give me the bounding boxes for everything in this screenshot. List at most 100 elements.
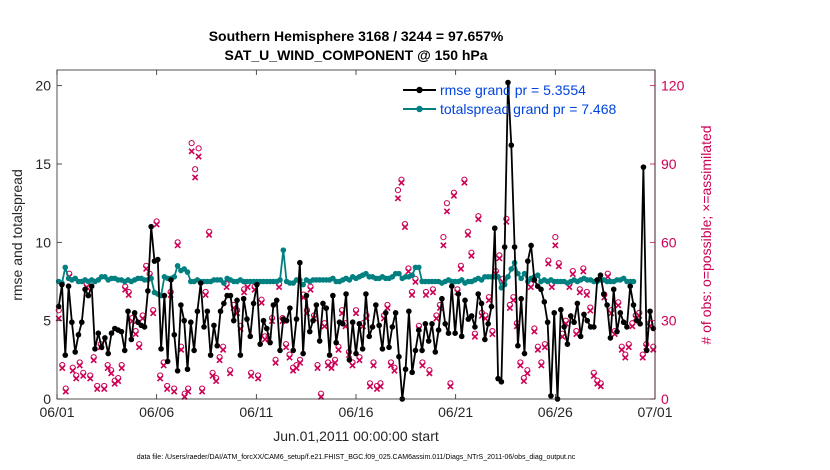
obs-assimilated-point <box>286 354 293 361</box>
rmse-point <box>488 303 495 310</box>
rmse-point <box>178 302 184 308</box>
obs-assimilated-point <box>590 372 597 380</box>
obs-assimilated-point <box>370 362 377 369</box>
rmse-point <box>148 223 154 230</box>
rmse-point <box>349 319 356 326</box>
obs-assimilated-point <box>524 370 531 377</box>
obs-assimilated-point <box>328 364 335 372</box>
rmse-point <box>376 322 382 329</box>
rmse-point <box>435 327 442 333</box>
obs-assimilated-point <box>576 289 583 296</box>
obs-assimilated-point <box>625 344 632 351</box>
rmse-point <box>353 350 359 357</box>
rmse-point <box>515 342 521 349</box>
obs-assimilated-point <box>426 370 433 377</box>
obs-assimilated-point <box>433 315 440 322</box>
rmse-point <box>382 310 389 316</box>
rmse-point <box>154 256 161 263</box>
obs-assimilated-point <box>156 375 164 382</box>
rmse-point <box>297 259 303 266</box>
obs-assimilated-point <box>447 383 454 390</box>
obs-assimilated-point <box>440 242 447 249</box>
obs-assimilated-point <box>188 148 195 155</box>
rmse-point <box>316 338 323 344</box>
rmse-point <box>270 302 277 308</box>
rmse-point <box>244 316 250 322</box>
rmse-point <box>577 333 584 340</box>
legend: rmse grand pr = 5.3554 totalspread grand… <box>403 82 617 117</box>
rmse-point <box>425 338 432 344</box>
x-axis-label: Jun.01,2011 00:00:00 start <box>273 428 439 444</box>
obs-assimilated-point <box>122 286 129 293</box>
rmse-point <box>600 291 607 297</box>
obs-assimilated-point <box>240 289 248 296</box>
rmse-point <box>207 352 214 358</box>
rmse-point <box>604 302 610 308</box>
obs-assimilated-point <box>429 289 437 296</box>
obs-assimilated-point <box>282 344 290 351</box>
obs-assimilated-point <box>541 344 549 351</box>
y-tick-label-left: 15 <box>35 156 51 172</box>
rmse-point <box>323 305 330 311</box>
obs-assimilated-point <box>461 179 468 186</box>
obs-assimilated-point <box>489 330 496 338</box>
rmse-point <box>472 324 478 330</box>
rmse-point <box>607 335 614 341</box>
y-tick-label-left: 10 <box>35 234 51 250</box>
obs-assimilated-point <box>618 346 625 353</box>
rmse-point <box>121 347 128 354</box>
obs-assimilated-point <box>205 231 213 239</box>
rmse-point <box>482 336 488 343</box>
rmse-point <box>263 325 270 332</box>
obs-assimilated-point <box>538 362 545 369</box>
obs-assimilated-point <box>209 372 216 380</box>
legend-rmse-marker <box>416 86 423 94</box>
rmse-point <box>369 324 376 330</box>
rmse-point <box>475 291 482 297</box>
rmse-point <box>65 283 72 290</box>
rmse-point <box>525 258 531 264</box>
rmse-point <box>92 346 98 352</box>
rmse-point <box>125 308 131 315</box>
obs-assimilated-point <box>174 242 181 249</box>
rmse-point <box>267 339 273 346</box>
x-tick-label: 06/26 <box>538 404 573 420</box>
rmse-point <box>158 346 164 352</box>
rmse-point <box>237 352 244 358</box>
obs-assimilated-point <box>622 354 629 361</box>
obs-assimilated-point <box>597 383 604 390</box>
rmse-point <box>78 319 85 326</box>
rmse-point <box>72 349 78 355</box>
rmse-point <box>300 350 306 357</box>
rmse-point <box>567 313 574 319</box>
rmse-point <box>95 330 102 337</box>
x-tick-label: 06/06 <box>139 404 174 420</box>
rmse-point <box>491 225 498 232</box>
x-tick-label: 06/01 <box>39 404 74 420</box>
rmse-point <box>478 300 485 307</box>
obs-assimilated-point <box>398 179 405 186</box>
obs-assimilated-point <box>247 372 255 380</box>
obs-assimilated-point <box>450 192 458 199</box>
rmse-point <box>449 283 455 290</box>
obs-assimilated-point <box>216 357 223 364</box>
rmse-point <box>98 344 105 351</box>
obs-assimilated-point <box>62 388 69 395</box>
rmse-point <box>131 310 138 316</box>
obs-assimilated-point <box>419 362 426 369</box>
rmse-point <box>551 310 558 316</box>
rmse-point <box>346 357 353 363</box>
obs-assimilated-point <box>587 307 594 314</box>
obs-possible-point <box>394 187 402 194</box>
totalspread-point <box>277 277 283 283</box>
rmse-point <box>88 283 95 290</box>
obs-assimilated-point <box>202 291 209 299</box>
obs-assimilated-point <box>118 364 125 372</box>
x-tick-label: 06/21 <box>438 404 473 420</box>
rmse-point <box>614 328 620 335</box>
rmse-point <box>339 321 346 327</box>
rmse-point <box>128 336 135 343</box>
rmse-point <box>240 295 247 302</box>
rmse-point <box>105 350 112 357</box>
rmse-point <box>257 341 263 347</box>
